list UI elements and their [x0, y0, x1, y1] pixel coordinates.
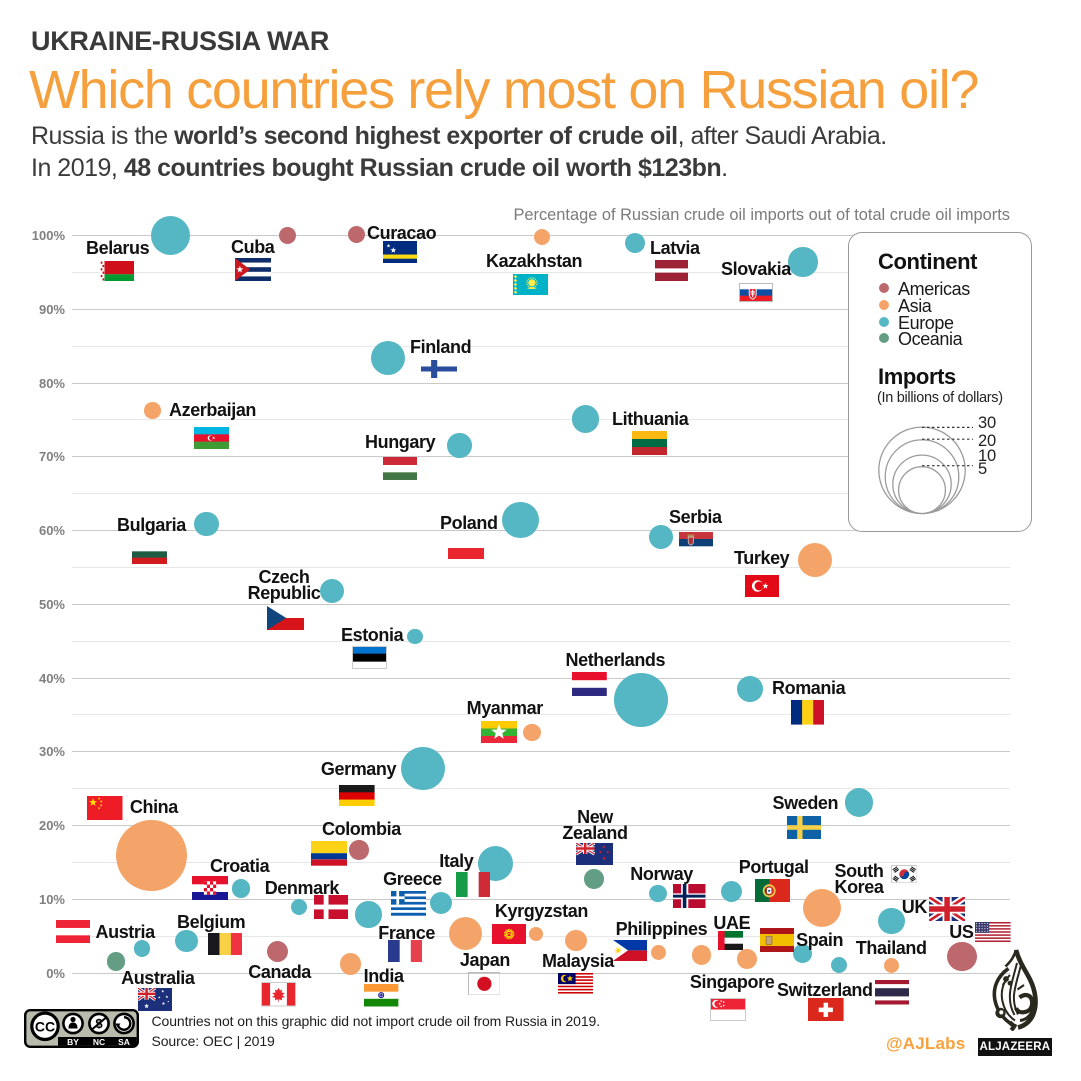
svg-text:CC: CC — [35, 1018, 55, 1034]
svg-text:SA: SA — [118, 1037, 130, 1047]
svg-text:BY: BY — [67, 1037, 79, 1047]
svg-text:NC: NC — [93, 1037, 105, 1047]
